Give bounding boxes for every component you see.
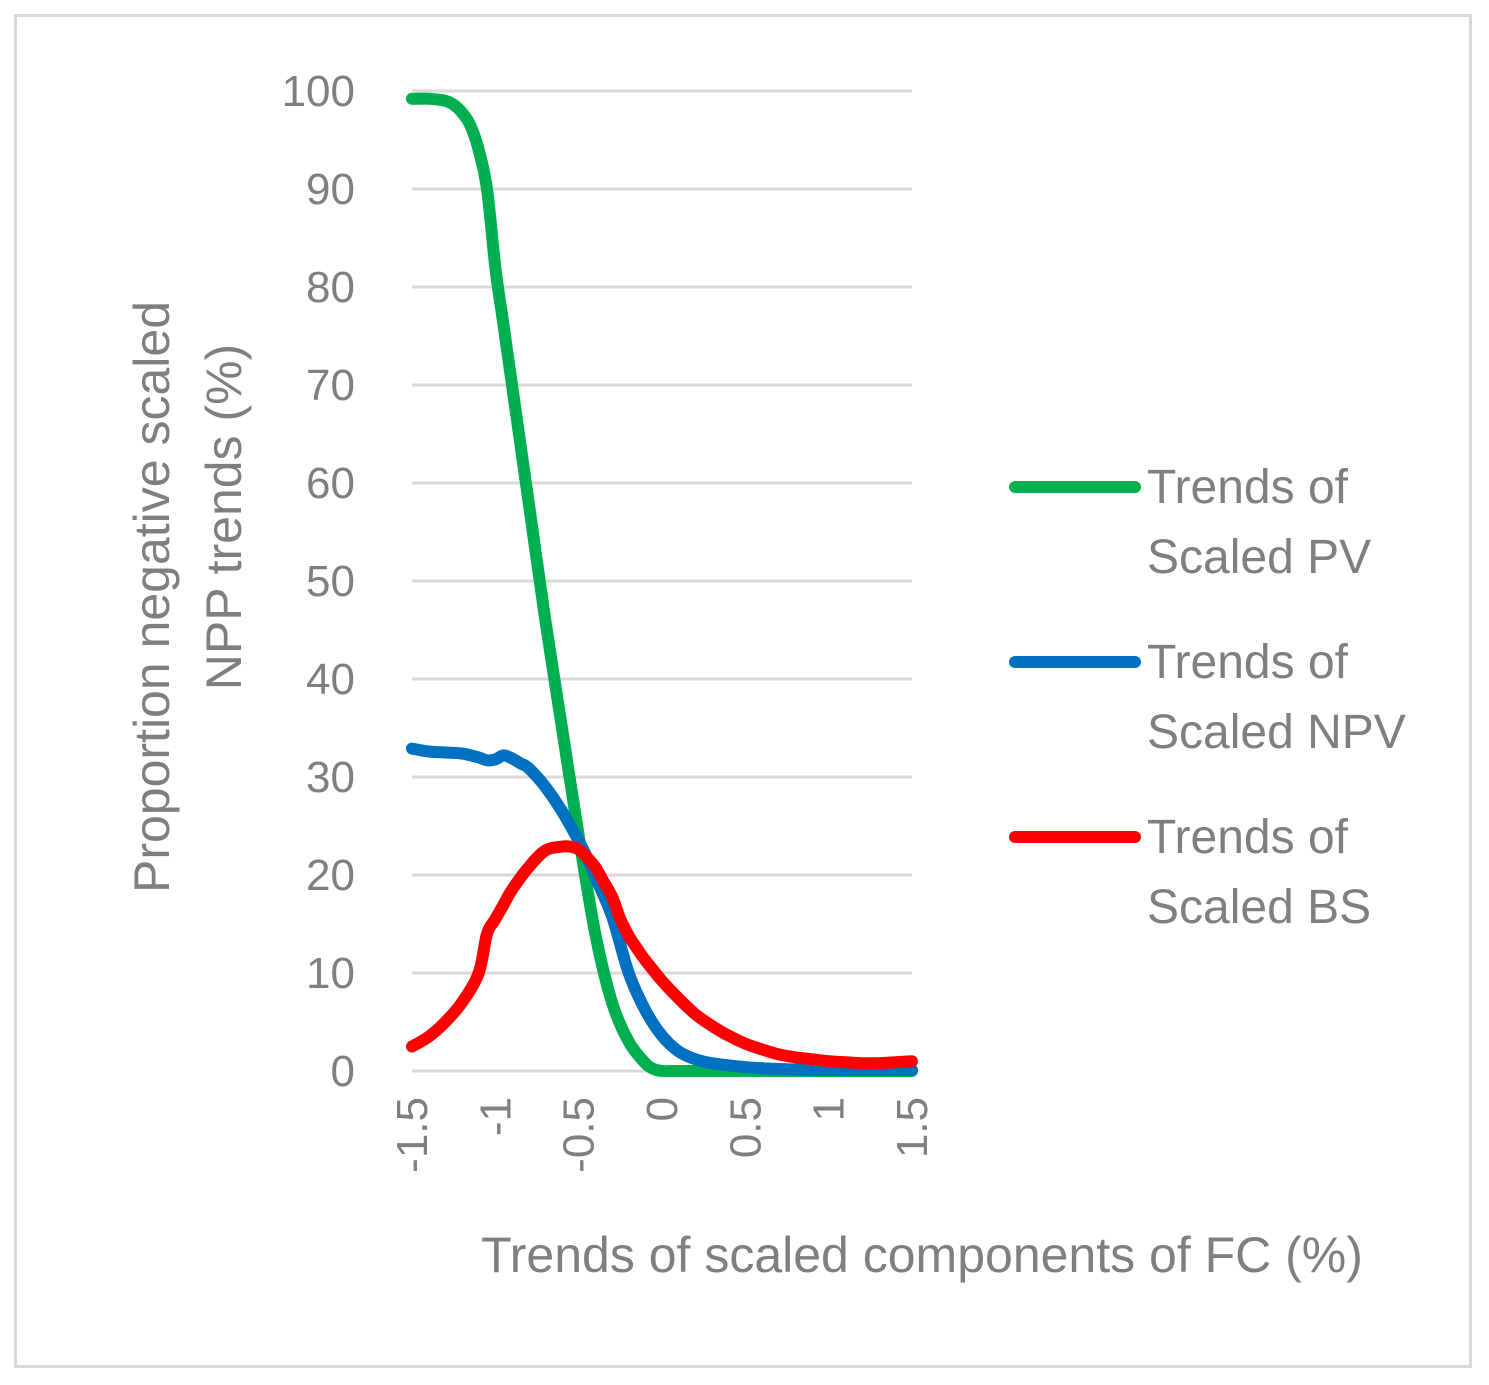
y-axis-title-line-2: NPP trends (%) xyxy=(196,344,252,690)
x-axis-ticks: -1.5 -1 -0.5 0 0.5 1 1.5 xyxy=(388,1097,937,1173)
y-tick-label: 70 xyxy=(306,361,355,410)
x-tick-label: 0.5 xyxy=(721,1097,770,1158)
y-tick-label: 20 xyxy=(306,851,355,900)
x-tick-label: -1 xyxy=(471,1097,520,1136)
legend-label-bs: Scaled BS xyxy=(1147,881,1371,934)
x-tick-label: -0.5 xyxy=(555,1097,604,1173)
series-line-npv xyxy=(406,742,918,1077)
chart-frame: 0 10 20 30 40 50 60 70 80 90 100 -1.5 -1 -0.5 0 0.5 1 1.… xyxy=(14,14,1472,1368)
y-tick-label: 40 xyxy=(306,655,355,704)
series-lines xyxy=(406,92,918,1078)
legend-label-bs: Trends of xyxy=(1147,811,1349,864)
x-axis-title: Trends of scaled components of FC (%) xyxy=(481,1227,1363,1283)
y-tick-label: 60 xyxy=(306,459,355,508)
series-line-bs xyxy=(406,840,918,1070)
y-tick-label: 0 xyxy=(331,1047,355,1096)
x-tick-label: 1.5 xyxy=(888,1097,937,1158)
legend-label-pv: Trends of xyxy=(1147,461,1349,514)
y-tick-label: 50 xyxy=(306,557,355,606)
legend-label-npv: Trends of xyxy=(1147,636,1349,689)
gridlines xyxy=(412,89,912,1073)
line-chart: 0 10 20 30 40 50 60 70 80 90 100 -1.5 -1 -0.5 0 0.5 1 1.… xyxy=(124,67,1406,1283)
legend: Trends of Scaled PV Trends of Scaled NPV Tre… xyxy=(1009,461,1406,934)
y-axis-title-line-1: Proportion negative scaled xyxy=(124,301,180,893)
y-tick-label: 30 xyxy=(306,753,355,802)
legend-label-npv: Scaled NPV xyxy=(1147,706,1406,759)
legend-label-pv: Scaled PV xyxy=(1147,531,1371,584)
x-tick-label: 0 xyxy=(638,1097,687,1121)
y-tick-label: 80 xyxy=(306,263,355,312)
series-line-pv xyxy=(406,92,918,1078)
y-tick-label: 100 xyxy=(282,67,355,116)
x-tick-label: 1 xyxy=(805,1097,854,1121)
x-tick-label: -1.5 xyxy=(388,1097,437,1173)
y-tick-label: 10 xyxy=(306,949,355,998)
y-axis-ticks: 0 10 20 30 40 50 60 70 80 90 100 xyxy=(282,67,355,1096)
y-tick-label: 90 xyxy=(306,165,355,214)
